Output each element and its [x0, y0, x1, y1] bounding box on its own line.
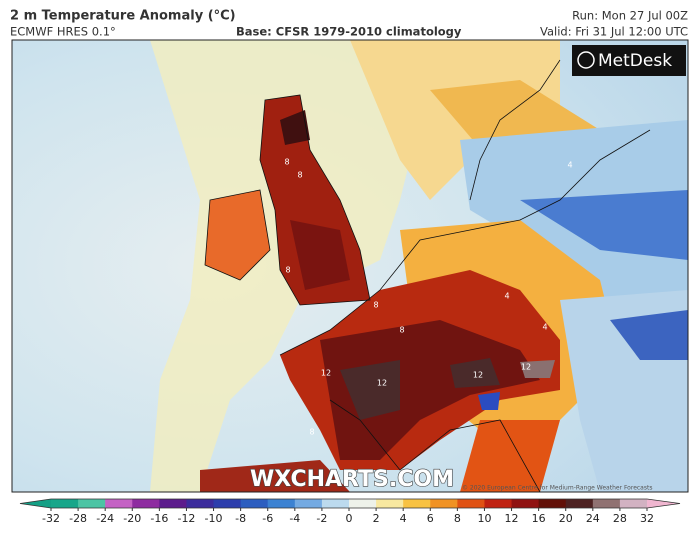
colorbar-tick-label: -8: [235, 512, 246, 525]
copyright: © 2020 European Centre for Medium-Range …: [462, 485, 652, 492]
base: Base: CFSR 1979-2010 climatology: [236, 25, 462, 39]
contour-label: 8: [309, 428, 314, 437]
logo-icon: [577, 51, 595, 69]
colorbar-segment: [132, 499, 160, 508]
colorbar-segment: [105, 499, 133, 508]
colorbar-tick-label: -12: [177, 512, 195, 525]
colorbar-tick-label: 4: [400, 512, 407, 525]
colorbar-segment: [294, 499, 323, 508]
colorbar-tick-label: 12: [505, 512, 519, 525]
colorbar-tick-label: -16: [150, 512, 168, 525]
colorbar-segment: [376, 499, 404, 508]
colorbar-segment: [78, 499, 106, 508]
colorbar-tick-label: 8: [454, 512, 461, 525]
colorbar-segment: [159, 499, 187, 508]
colorbar-tick-label: -32: [42, 512, 60, 525]
contour-label: 8: [285, 266, 290, 275]
model: ECMWF HRES 0.1°: [10, 25, 116, 39]
title: 2 m Temperature Anomaly (°C): [10, 9, 236, 24]
colorbar-tick-label: 24: [586, 512, 600, 525]
colorbar-tick-label: -28: [69, 512, 87, 525]
colorbar-tick-label: 0: [346, 512, 353, 525]
map-frame: [11, 39, 689, 493]
colorbar-tick-label: 2: [373, 512, 380, 525]
colorbar-segment: [511, 499, 540, 508]
colorbar-segment: [457, 499, 485, 508]
contour-label: 12: [321, 369, 331, 378]
colorbar-segment: [51, 499, 79, 508]
contour-label: 8: [297, 171, 302, 180]
colorbar-segment: [213, 499, 242, 508]
colorbar-tick-label: -4: [289, 512, 300, 525]
run: Run: Mon 27 Jul 00Z: [572, 9, 688, 23]
colorbar-tick-label: -20: [123, 512, 141, 525]
contour-label: 4: [504, 292, 509, 301]
colorbar-segment: [349, 499, 377, 508]
colorbar-segment: [240, 499, 269, 508]
colorbar-tick-label: 16: [532, 512, 546, 525]
colorbar-segment: [619, 499, 648, 508]
colorbar-tick-label: -6: [262, 512, 273, 525]
colorbar-segment: [430, 499, 458, 508]
watermark: WXCHARTS.COM: [250, 467, 454, 492]
colorbar-tick-label: -2: [316, 512, 327, 525]
colorbar-segment: [592, 499, 621, 508]
contour-label: 12: [521, 363, 531, 372]
colorbar-tick-label: 10: [477, 512, 491, 525]
colorbar-segment: [484, 499, 513, 508]
contour-label: 8: [373, 301, 378, 310]
map: [12, 40, 688, 492]
colorbar-segment: [565, 499, 594, 508]
colorbar-low-arrow: [20, 499, 51, 508]
colorbar-segment: [186, 499, 215, 508]
colorbar-high-arrow: [647, 499, 680, 508]
colorbar-segment: [321, 499, 350, 508]
valid: Valid: Fri 31 Jul 12:00 UTC: [540, 25, 688, 39]
colorbar-tick-label: 6: [427, 512, 434, 525]
contour-label: 8: [284, 158, 289, 167]
contour-label: 4: [542, 323, 547, 332]
contour-label: 12: [473, 371, 483, 380]
contour-label: 4: [567, 161, 572, 170]
contour-label: 12: [377, 379, 387, 388]
logo-box: [572, 45, 686, 76]
colorbar-tick-label: 20: [559, 512, 573, 525]
colorbar-segment: [403, 499, 431, 508]
colorbar-tick-label: -10: [205, 512, 223, 525]
colorbar-tick-label: 32: [640, 512, 654, 525]
colorbar-segment: [538, 499, 567, 508]
contour-label: 8: [399, 326, 404, 335]
logo: MetDesk: [598, 51, 672, 71]
colorbar-segment: [267, 499, 296, 508]
colorbar-tick-label: 28: [613, 512, 627, 525]
colorbar-tick-label: -24: [96, 512, 114, 525]
